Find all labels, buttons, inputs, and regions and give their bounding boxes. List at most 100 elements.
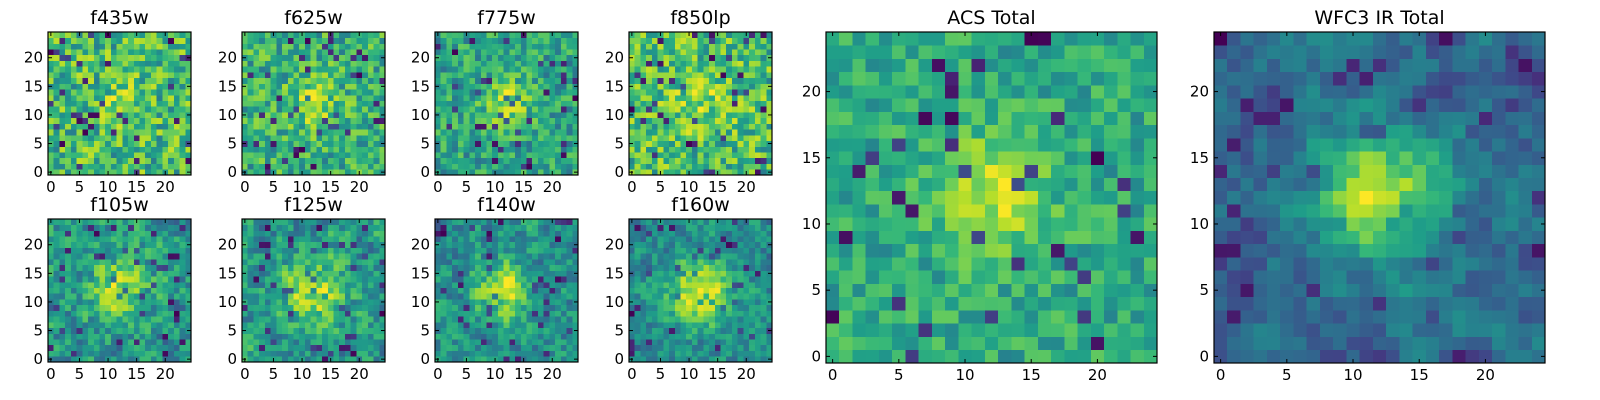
heatmap-cell	[293, 344, 300, 351]
heatmap-cell	[492, 106, 499, 113]
heatmap-cell	[287, 310, 294, 317]
heatmap-cell	[714, 100, 721, 107]
heatmap-cell	[264, 327, 271, 334]
heatmap-cell	[322, 264, 329, 271]
heatmap-cell	[110, 304, 117, 311]
heatmap-cell	[356, 123, 363, 130]
heatmap-cell	[179, 117, 186, 124]
heatmap-cell	[276, 333, 283, 340]
heatmap-cell	[509, 112, 516, 119]
heatmap-cell	[629, 344, 636, 351]
heatmap-cell	[282, 327, 289, 334]
heatmap-cell	[356, 276, 363, 283]
heatmap-cell	[310, 259, 317, 266]
heatmap-cell	[259, 339, 266, 346]
heatmap-cell	[651, 117, 658, 124]
heatmap-cell	[339, 327, 346, 334]
heatmap-cell	[515, 281, 522, 288]
heatmap-cell	[743, 281, 750, 288]
heatmap-cell	[674, 321, 681, 329]
heatmap-cell	[743, 106, 750, 113]
heatmap-cell	[316, 321, 323, 329]
heatmap-cell	[743, 157, 750, 164]
heatmap-cell	[70, 72, 77, 79]
heatmap-cell	[452, 157, 459, 164]
heatmap-cell	[88, 134, 95, 142]
heatmap-cell	[532, 299, 539, 306]
heatmap-cell	[99, 310, 106, 317]
heatmap-cell	[264, 321, 271, 329]
heatmap-cell	[264, 304, 271, 311]
heatmap-cell	[503, 72, 510, 79]
heatmap-cell	[253, 129, 260, 136]
heatmap-cell	[82, 219, 89, 226]
heatmap-cell	[629, 43, 636, 50]
heatmap-cell	[743, 333, 750, 340]
heatmap-cell	[105, 112, 112, 119]
heatmap-cell	[640, 316, 647, 323]
heatmap-cell	[145, 339, 152, 346]
heatmap-cell	[105, 287, 112, 294]
heatmap-cell	[697, 356, 704, 363]
heatmap-cell	[122, 100, 129, 107]
heatmap-cell	[497, 37, 504, 44]
heatmap-cell	[446, 146, 453, 153]
heatmap-cell	[532, 310, 539, 317]
heatmap-cell	[469, 281, 476, 288]
heatmap-cell	[532, 49, 539, 56]
heatmap-cell	[691, 293, 698, 300]
heatmap-cell	[560, 37, 567, 44]
heatmap-cell	[299, 293, 306, 300]
heatmap-cell	[82, 89, 89, 96]
heatmap-cell	[185, 224, 192, 231]
heatmap-cell	[543, 112, 550, 119]
heatmap-cell	[70, 299, 77, 306]
heatmap-cell	[139, 134, 146, 142]
heatmap-cell	[497, 219, 504, 226]
heatmap-cell	[457, 253, 464, 260]
heatmap-cell	[356, 37, 363, 44]
heatmap-cell	[760, 333, 767, 340]
heatmap-cell	[515, 236, 522, 243]
heatmap-cell	[669, 37, 676, 44]
heatmap-cell	[350, 270, 357, 277]
heatmap-cell	[259, 276, 266, 283]
heatmap-cell	[703, 316, 710, 323]
x-tick-label: 0	[240, 365, 250, 383]
heatmap-cell	[497, 43, 504, 50]
heatmap-cell	[253, 321, 260, 329]
heatmap-cell	[646, 146, 653, 153]
heatmap-cell	[322, 316, 329, 323]
heatmap-cell	[492, 276, 499, 283]
heatmap-cell	[105, 344, 112, 351]
heatmap-cell	[253, 89, 260, 96]
heatmap-cell	[185, 37, 192, 44]
heatmap-cell	[526, 344, 533, 351]
heatmap-cell	[179, 287, 186, 294]
heatmap-cell	[526, 224, 533, 231]
heatmap-cell	[133, 241, 140, 248]
heatmap-cell	[691, 163, 698, 170]
heatmap-cell	[469, 259, 476, 266]
heatmap-cell	[122, 117, 129, 124]
heatmap-cell	[463, 100, 470, 107]
heatmap-cell	[156, 287, 163, 294]
heatmap-cell	[179, 106, 186, 113]
heatmap-cell	[362, 89, 369, 96]
heatmap-cell	[492, 287, 499, 294]
heatmap-cell	[128, 270, 135, 277]
heatmap-cell	[737, 169, 744, 176]
heatmap-cell	[680, 163, 687, 170]
heatmap-cell	[168, 287, 175, 294]
heatmap-cell	[105, 134, 112, 142]
heatmap-cell	[122, 310, 129, 317]
heatmap-cell	[714, 146, 721, 153]
heatmap-cell	[242, 293, 249, 300]
heatmap-cell	[185, 344, 192, 351]
heatmap-cell	[549, 43, 556, 50]
heatmap-cell	[703, 100, 710, 107]
heatmap-cell	[697, 293, 704, 300]
heatmap-cell	[128, 241, 135, 248]
heatmap-cell	[276, 37, 283, 44]
heatmap-cell	[242, 310, 249, 317]
